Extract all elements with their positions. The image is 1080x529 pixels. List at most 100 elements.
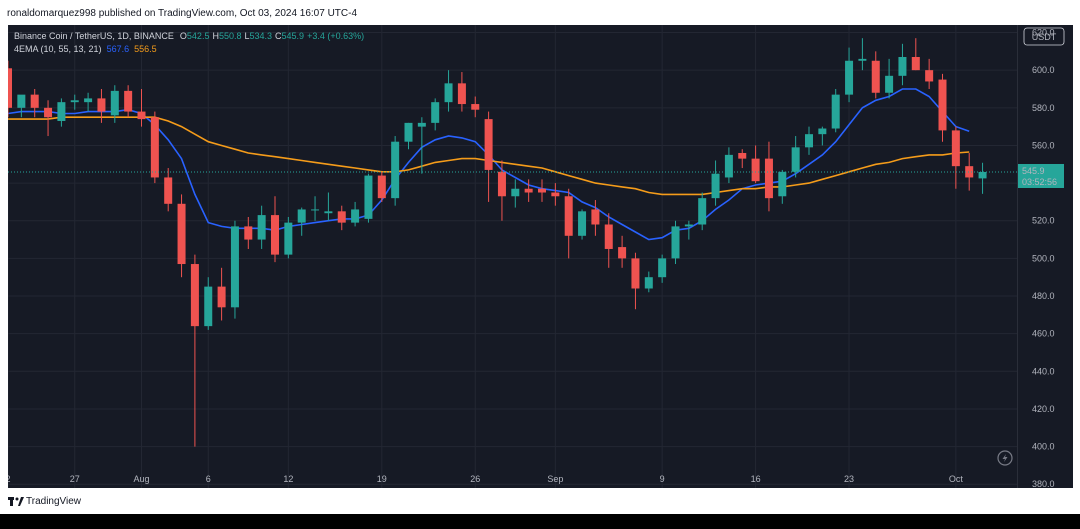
candle <box>671 220 680 265</box>
candle-body <box>978 171 987 179</box>
candle-body <box>471 104 480 110</box>
x-axis: 2 27 Aug 6 12 19 26 Sep 9 16 23 Oct <box>8 474 963 484</box>
candle-body <box>871 60 880 93</box>
candle-body <box>951 130 960 167</box>
candle-body <box>738 152 747 159</box>
candle-body <box>644 277 653 289</box>
candle <box>578 209 587 240</box>
svg-text:545.9: 545.9 <box>1022 166 1045 176</box>
x-tick-label: 27 <box>70 474 80 484</box>
candle-body <box>564 196 573 236</box>
candle-body <box>190 264 199 327</box>
candle <box>871 51 880 99</box>
candle-body <box>898 56 907 76</box>
candle-body <box>244 226 253 240</box>
candle-body <box>8 68 12 108</box>
candle-body <box>764 158 773 199</box>
candle <box>444 70 453 112</box>
footer-brand: TradingView <box>26 496 82 507</box>
candle-body <box>457 83 466 105</box>
y-tick-label: 560.0 <box>1032 140 1055 150</box>
candle <box>711 160 720 206</box>
candle <box>8 60 12 118</box>
candle <box>204 277 213 330</box>
indicator-legend[interactable]: 4EMA (10, 55, 13, 21) 567.6 556.5 <box>14 44 157 54</box>
candle <box>364 173 373 223</box>
candle <box>938 73 947 142</box>
candle-body <box>204 286 213 327</box>
candle-body <box>44 107 53 118</box>
tradingview-logo-icon <box>8 497 24 506</box>
grid-lines <box>8 25 1017 488</box>
x-tick-label: 2 <box>8 474 11 484</box>
candle-body <box>965 166 974 178</box>
candle <box>724 147 733 184</box>
x-tick-label: 26 <box>470 474 480 484</box>
candle <box>951 126 960 189</box>
candle <box>137 88 146 127</box>
candle <box>377 171 386 202</box>
candle <box>631 252 640 310</box>
candle <box>457 72 466 112</box>
candle-body <box>911 56 920 71</box>
bottom-bar <box>0 514 1080 529</box>
y-tick-label: 600.0 <box>1032 65 1055 75</box>
y-tick-label: 380.0 <box>1032 479 1055 488</box>
candle <box>604 213 613 268</box>
candle <box>417 117 426 174</box>
candle <box>244 216 253 249</box>
candle-body <box>551 192 560 197</box>
last-price-tag: 545.9 03:52:56 <box>1018 163 1064 188</box>
candle-body <box>150 117 159 178</box>
candle-body <box>791 147 800 172</box>
price-scale[interactable]: USDT 380.0 400.0 420.0 440.0 460.0 480.0 500.0… <box>1017 25 1073 490</box>
svg-text:USDT: USDT <box>1032 32 1057 42</box>
chart-pane[interactable]: 2 27 Aug 6 12 19 26 Sep 9 16 23 Oct Binance Coin / … <box>8 25 1017 488</box>
candle-body <box>271 215 279 255</box>
candle-body <box>97 98 106 112</box>
currency-button[interactable]: USDT <box>1023 27 1065 46</box>
candle <box>764 141 773 212</box>
candle <box>177 194 186 278</box>
candle <box>564 188 573 259</box>
candle <box>404 122 413 150</box>
candle-body <box>137 111 146 120</box>
candle <box>644 271 653 293</box>
candle-body <box>778 171 787 197</box>
candle-body <box>431 102 440 123</box>
candle <box>551 183 560 206</box>
candle <box>885 58 894 99</box>
candle <box>911 38 920 71</box>
candle <box>70 94 79 110</box>
candle <box>164 168 173 212</box>
candle-body <box>711 173 720 199</box>
candle-body <box>164 177 173 204</box>
candle <box>591 200 600 236</box>
candle-body <box>364 175 373 219</box>
candle <box>831 88 840 133</box>
candle-body <box>110 90 119 116</box>
candle-body <box>351 209 360 223</box>
symbol-title[interactable]: Binance Coin / TetherUS, 1D, BINANCE O542… <box>14 31 364 41</box>
x-tick-label: 9 <box>660 474 665 484</box>
lightning-icon[interactable] <box>997 450 1013 466</box>
candle <box>44 100 53 137</box>
candle-body <box>631 258 640 289</box>
candle-body <box>524 188 533 193</box>
candlestick-chart[interactable]: 2 27 Aug 6 12 19 26 Sep 9 16 23 Oct Binance Coin / … <box>8 25 1017 488</box>
candle <box>110 85 119 123</box>
x-tick-label: 12 <box>283 474 293 484</box>
candle <box>311 196 320 221</box>
publisher-caption: ronaldomarquez998 published on TradingVi… <box>7 8 358 19</box>
candle-body <box>845 60 854 95</box>
candle-body <box>124 90 133 112</box>
candle <box>17 94 26 118</box>
candle <box>351 201 360 227</box>
y-axis-ticks: 380.0 400.0 420.0 440.0 460.0 480.0 500.0 520.0… <box>1032 28 1055 490</box>
candle <box>57 98 66 127</box>
candle <box>538 179 546 202</box>
candle <box>618 235 627 268</box>
candle-body <box>578 211 587 236</box>
tradingview-footer: TradingView <box>8 496 81 507</box>
x-tick-label: Oct <box>949 474 964 484</box>
